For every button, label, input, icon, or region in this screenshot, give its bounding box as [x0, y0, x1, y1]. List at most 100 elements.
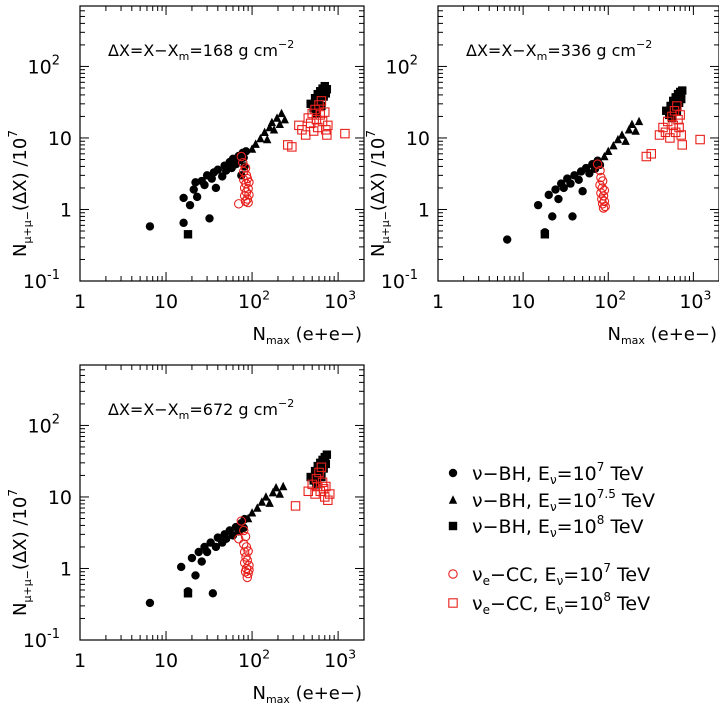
- data-point: [668, 120, 678, 131]
- data-point: [310, 489, 320, 499]
- data-point: [265, 122, 274, 132]
- data-point: [677, 140, 687, 150]
- data-point: [240, 163, 251, 173]
- data-point: [247, 508, 257, 517]
- data-point: [654, 130, 665, 140]
- data-point: [551, 185, 560, 194]
- data-point: [448, 495, 458, 504]
- data-point: [670, 127, 681, 138]
- data-point: [189, 185, 198, 194]
- y-tick-label: 10: [48, 128, 72, 150]
- x-tick-label: 10: [154, 291, 178, 313]
- data-point: [191, 178, 200, 187]
- data-point: [145, 222, 155, 231]
- data-point: [261, 492, 271, 501]
- data-point: [244, 177, 254, 188]
- data-point: [673, 114, 683, 125]
- x-tick-label: 10: [154, 650, 178, 672]
- data-point: [604, 146, 613, 156]
- data-point: [617, 130, 627, 139]
- data-point: [272, 113, 282, 122]
- data-point: [621, 136, 630, 145]
- series-filled-circle: [502, 156, 605, 244]
- chart-panel-1: 1 10 102 103 10-1 1 10 102 ΔX=X−Xm=168 g cm−2 Nμ+…: [6, 5, 365, 347]
- data-point: [197, 557, 206, 566]
- data-point: [548, 212, 557, 221]
- y-tick-label: 1: [60, 199, 72, 221]
- data-point: [263, 134, 272, 144]
- data-point: [256, 133, 265, 143]
- data-point: [676, 130, 686, 140]
- data-point: [317, 101, 326, 111]
- legend-item: νe−CC, Eν=107 TeV: [448, 561, 650, 588]
- y-axis-label: Nμ+μ−(ΔX) /107: [6, 489, 34, 616]
- data-point: [595, 165, 605, 176]
- x-tick-label: 1: [432, 291, 444, 313]
- data-point: [306, 99, 315, 109]
- legend-label: ν−BH, Eν=108 TeV: [472, 513, 644, 540]
- data-point: [578, 187, 587, 196]
- data-point: [322, 450, 332, 459]
- data-point: [145, 598, 155, 608]
- data-point: [277, 108, 286, 118]
- data-point: [323, 120, 333, 131]
- data-point: [236, 516, 247, 526]
- data-point: [665, 133, 675, 143]
- data-point: [191, 571, 200, 580]
- data-point: [448, 598, 458, 608]
- series-filled-square: [183, 450, 332, 598]
- panel-annotation: ΔX=X−Xm=336 g cm−2: [466, 38, 652, 63]
- data-point: [320, 107, 330, 117]
- data-point: [631, 126, 640, 135]
- data-point: [278, 481, 288, 491]
- data-point: [566, 179, 575, 188]
- y-tick-label: 10: [48, 487, 72, 509]
- x-tick-label: 103: [324, 647, 356, 672]
- data-point: [238, 525, 249, 536]
- legend-label: νe−CC, Eν=107 TeV: [472, 561, 650, 588]
- legend-item: ν−BH, Eν=108 TeV: [448, 513, 644, 540]
- data-point: [599, 196, 610, 207]
- data-point: [533, 200, 543, 210]
- data-point: [267, 117, 277, 127]
- series-open-square: [283, 96, 350, 152]
- legend-label: νe−CC, Eν=108 TeV: [472, 590, 650, 617]
- data-point: [275, 489, 284, 498]
- data-point: [242, 572, 253, 583]
- series-filled-triangle: [600, 116, 644, 161]
- x-tick-label: 102: [238, 647, 270, 672]
- data-point: [554, 194, 563, 204]
- x-axis-label: Nmax (e+e−): [252, 324, 362, 347]
- x-tick-label: 103: [324, 288, 356, 313]
- data-point: [269, 125, 279, 134]
- data-point: [213, 165, 223, 174]
- data-point: [600, 201, 610, 212]
- data-point: [236, 151, 247, 162]
- data-point: [559, 183, 568, 193]
- data-point: [448, 569, 458, 579]
- y-tick-label: 1: [60, 558, 72, 580]
- data-point: [641, 151, 652, 162]
- data-point: [314, 468, 324, 477]
- data-point: [598, 191, 609, 201]
- series-open-square: [641, 101, 705, 162]
- data-point: [674, 122, 684, 133]
- y-axis-label: Nμ+μ−(ΔX) /107: [364, 130, 392, 257]
- series-filled-circle: [145, 147, 251, 231]
- y-tick-label: 10-1: [381, 268, 418, 293]
- data-point: [187, 553, 197, 563]
- data-point: [574, 175, 583, 185]
- data-point: [275, 119, 284, 129]
- data-point: [233, 534, 244, 544]
- series-open-circle: [233, 516, 254, 583]
- data-point: [323, 495, 333, 505]
- y-tick-label: 1: [418, 199, 430, 221]
- data-point: [179, 218, 188, 228]
- y-tick-label: 10-1: [23, 268, 60, 293]
- data-point: [613, 134, 623, 144]
- data-point: [597, 176, 608, 186]
- data-point: [243, 513, 253, 523]
- data-point: [287, 142, 297, 152]
- legend-item: ν−BH, Eν=107.5 TeV: [448, 487, 655, 514]
